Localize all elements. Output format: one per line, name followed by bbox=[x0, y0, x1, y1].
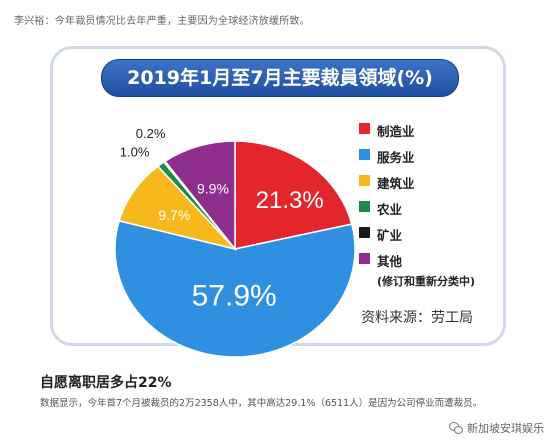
watermark: 新加坡安琪娱乐 bbox=[449, 420, 544, 436]
legend-label: 其他 bbox=[377, 254, 403, 269]
chart-title: 2019年1月至7月主要裁員領域(%) bbox=[101, 59, 459, 97]
legend-label: 服务业 bbox=[377, 150, 415, 165]
slice-label-4: 0.2% bbox=[136, 126, 166, 141]
wechat-icon bbox=[449, 422, 463, 434]
slice-label-2: 9.7% bbox=[158, 207, 190, 223]
chart-card: 2019年1月至7月主要裁員領域(%) 21.3% 57.9% 9.7% 1.0% 0.… bbox=[50, 46, 506, 358]
legend-swatch bbox=[359, 253, 370, 264]
legend-label: 制造业 bbox=[377, 124, 415, 139]
pie-slice-0 bbox=[234, 140, 353, 250]
legend-item-4: 矿业 bbox=[359, 225, 475, 251]
legend-swatch bbox=[359, 123, 370, 134]
legend-label: 矿业 bbox=[377, 228, 403, 243]
slice-label-3: 1.0% bbox=[120, 145, 150, 160]
legend-label: 建筑业 bbox=[377, 176, 415, 191]
top-caption: 李兴裕：今年裁员情况比去年严重，主要因为全球经济放缓所致。 bbox=[14, 16, 310, 27]
legend-label: 农业 bbox=[377, 202, 403, 217]
slice-label-5: 9.9% bbox=[197, 180, 229, 196]
legend-note: (修订和重新分类中) bbox=[377, 275, 476, 288]
legend-swatch bbox=[359, 175, 370, 186]
chart-legend: 制造业服务业建筑业农业矿业其他 (修订和重新分类中) bbox=[359, 121, 475, 288]
slice-label-0: 21.3% bbox=[256, 187, 324, 214]
legend-item-2: 建筑业 bbox=[359, 173, 475, 199]
legend-item-0: 制造业 bbox=[359, 121, 475, 147]
article-body: 数据显示，今年首7个月被裁员的2万2358人中，其中高达29.1%（6511人）… bbox=[40, 398, 483, 409]
legend-swatch bbox=[359, 149, 370, 160]
pie-slice-2 bbox=[118, 165, 238, 251]
pie-slice-1 bbox=[114, 219, 356, 358]
legend-item-1: 服务业 bbox=[359, 147, 475, 173]
chart-source: 资料来源：劳工局 bbox=[361, 310, 473, 326]
legend-swatch bbox=[359, 201, 370, 212]
slice-label-1: 57.9% bbox=[192, 280, 277, 313]
legend-item-5: 其他 (修订和重新分类中) bbox=[359, 251, 475, 288]
pie-slice-5 bbox=[163, 140, 236, 252]
pie-chart: 21.3% 57.9% 9.7% 1.0% 0.2% 9.9% bbox=[114, 126, 356, 358]
legend-item-3: 农业 bbox=[359, 199, 475, 225]
article-heading: 自愿离职居多占22% bbox=[40, 375, 172, 391]
legend-swatch bbox=[359, 227, 370, 238]
watermark-text: 新加坡安琪娱乐 bbox=[467, 422, 544, 435]
